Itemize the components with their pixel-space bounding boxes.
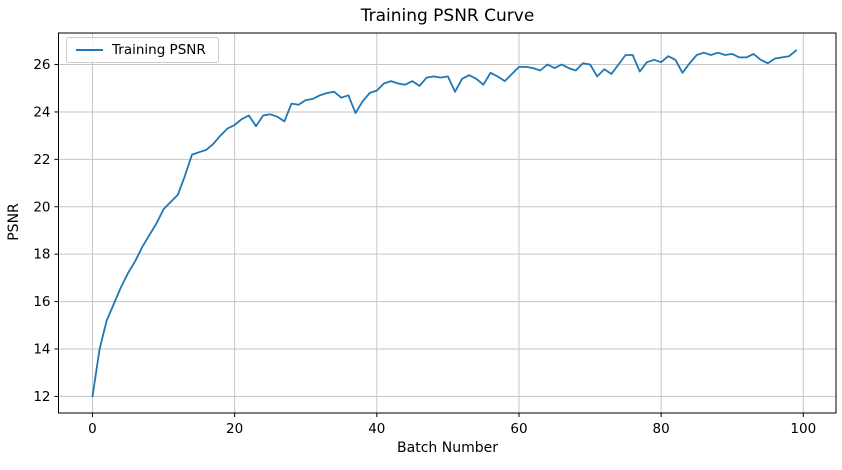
legend: Training PSNR [66,37,219,63]
x-tick-label: 40 [368,421,385,437]
y-tick-label: 16 [33,294,50,310]
x-tick-label: 20 [226,421,243,437]
x-tick-label: 100 [790,421,816,437]
training-psnr-line [91,49,798,398]
legend-line-sample [76,49,103,51]
y-tick-label: 18 [33,247,50,263]
y-tick-label: 26 [33,57,50,73]
x-axis-label: Batch Number [397,440,498,456]
y-tick-label: 22 [33,152,50,168]
x-tick-label: 60 [510,421,527,437]
y-tick-label: 12 [33,389,50,405]
y-tick-label: 24 [33,104,50,120]
plot-border [58,32,837,414]
x-tick-label: 0 [88,421,97,437]
y-tick-label: 20 [33,199,50,215]
x-tick-label: 80 [653,421,670,437]
y-tick-label: 14 [33,341,50,357]
legend-label: Training PSNR [112,42,206,58]
y-axis-label: PSNR [6,203,22,241]
chart-title: Training PSNR Curve [360,6,535,26]
